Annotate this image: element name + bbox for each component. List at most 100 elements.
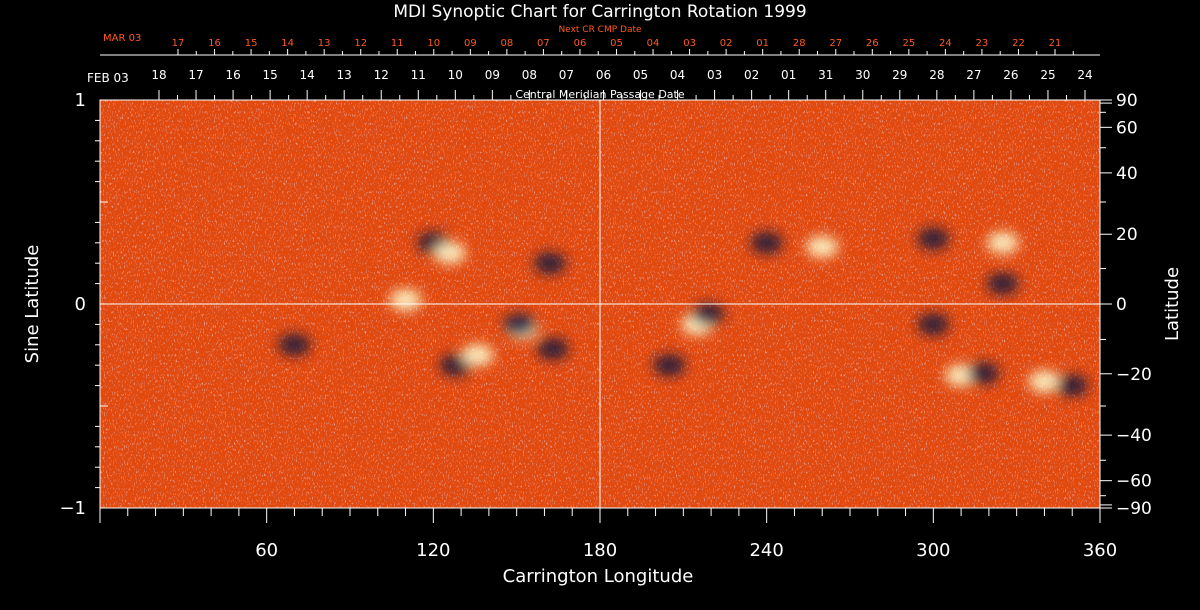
next-cr-start-label: MAR 03 — [103, 33, 141, 44]
next-cr-tick-label: 08 — [501, 38, 514, 49]
active-region-positive — [461, 344, 494, 366]
cmp-tick-label: 04 — [670, 68, 685, 82]
next-cr-tick-label: 16 — [208, 38, 221, 49]
active-region-negative — [653, 354, 686, 377]
cmp-tick-label: 28 — [929, 68, 944, 82]
y-right-tick-label: 20 — [1116, 225, 1138, 245]
next-cr-tick-label: 01 — [756, 38, 769, 49]
y-right-tick-label: −60 — [1116, 472, 1152, 492]
active-region-positive — [434, 242, 466, 264]
chart-title: MDI Synoptic Chart for Carrington Rotati… — [393, 2, 806, 22]
next-cr-tick-label: 23 — [976, 38, 989, 49]
active-region-negative — [1056, 374, 1089, 397]
cmp-tick-label: 10 — [448, 68, 463, 82]
cmp-axis-title: Central Meridian Passage Date — [515, 88, 684, 101]
cmp-tick-label: 16 — [225, 68, 240, 82]
x-tick-label: 240 — [749, 540, 783, 561]
next-cr-tick-label: 13 — [318, 38, 331, 49]
y-left-tick-label: −1 — [59, 498, 86, 519]
next-cr-tick-label: 25 — [902, 38, 915, 49]
active-region-negative — [278, 333, 311, 356]
cmp-tick-label: 27 — [966, 68, 981, 82]
active-region-negative — [692, 303, 725, 326]
y-right-tick-label: 40 — [1116, 164, 1138, 184]
next-cr-tick-label: 06 — [574, 38, 587, 49]
active-region-negative — [986, 272, 1019, 295]
y-axis-right-title: Latitude — [1162, 267, 1183, 341]
next-cr-tick-label: 12 — [354, 38, 367, 49]
active-region-negative — [967, 362, 1000, 385]
cmp-tick-label: 14 — [300, 68, 315, 82]
cmp-tick-label: 09 — [485, 68, 500, 82]
x-tick-label: 300 — [916, 540, 950, 561]
x-tick-label: 180 — [583, 540, 617, 561]
x-tick-label: 60 — [255, 540, 278, 561]
y-left-tick-label: 0 — [75, 294, 86, 315]
cmp-date-axis: FEB 03 18 17 16 15 14 13 12 11 10 09 08 07 06 05 04 03 0… — [87, 68, 1100, 101]
next-cr-date-axis: MAR 03 17 16 15 14 13 12 11 10 09 08 07 06 05 04 03 02 0… — [100, 33, 1100, 56]
cmp-tick-label: 12 — [374, 68, 389, 82]
active-region-negative — [917, 313, 950, 336]
x-axis-title: Carrington Longitude — [503, 566, 694, 587]
active-region-negative — [534, 252, 566, 275]
active-region-negative — [917, 227, 950, 250]
cmp-tick-label: 05 — [633, 68, 648, 82]
cmp-tick-label: 30 — [855, 68, 870, 82]
next-cr-tick-label: 26 — [866, 38, 879, 49]
cmp-tick-label: 01 — [781, 68, 796, 82]
next-cr-tick-label: 02 — [720, 38, 733, 49]
active-region-negative — [536, 337, 569, 360]
cmp-tick-label: 25 — [1040, 68, 1055, 82]
x-tick-label: 360 — [1083, 540, 1117, 561]
latitude-axis: 90 60 40 20 0 −20 −40 −60 −90 — [1100, 91, 1152, 519]
next-cr-tick-label: 09 — [464, 38, 477, 49]
next-cr-tick-label: 24 — [939, 38, 952, 49]
cmp-tick-label: 02 — [744, 68, 759, 82]
next-cr-axis-title: Next CR CMP Date — [558, 25, 642, 35]
y-right-tick-label: 0 — [1116, 295, 1127, 315]
next-cr-tick-label: 21 — [1049, 38, 1062, 49]
cmp-tick-label: 07 — [559, 68, 574, 82]
cmp-tick-label: 26 — [1003, 68, 1018, 82]
longitude-axis: 60 120 180 240 300 360 — [99, 508, 1117, 561]
cmp-tick-label: 11 — [411, 68, 426, 82]
y-right-tick-label: 60 — [1116, 118, 1138, 138]
cmp-tick-label: 17 — [188, 68, 203, 82]
y-right-tick-label: 90 — [1116, 91, 1138, 111]
next-cr-tick-label: 10 — [427, 38, 440, 49]
cmp-tick-label: 31 — [818, 68, 833, 82]
cmp-tick-label: 03 — [707, 68, 722, 82]
next-cr-tick-label: 03 — [683, 38, 696, 49]
x-tick-label: 120 — [416, 540, 450, 561]
active-region-positive — [1028, 370, 1061, 393]
next-cr-tick-label: 22 — [1012, 38, 1025, 49]
next-cr-tick-label: 17 — [172, 38, 185, 49]
cmp-tick-label: 15 — [262, 68, 277, 82]
cmp-tick-label: 24 — [1077, 68, 1092, 82]
cmp-tick-label: 06 — [596, 68, 611, 82]
y-right-tick-label: −40 — [1116, 426, 1152, 446]
active-region-positive — [806, 235, 839, 258]
next-cr-tick-label: 07 — [537, 38, 550, 49]
y-left-tick-label: 1 — [75, 90, 86, 111]
active-region-positive — [389, 288, 422, 311]
active-region-positive — [986, 231, 1019, 254]
next-cr-tick-label: 15 — [245, 38, 258, 49]
y-axis-left-title: Sine Latitude — [22, 245, 43, 364]
next-cr-tick-label: 05 — [610, 38, 623, 49]
cmp-tick-label: 13 — [337, 68, 352, 82]
sine-latitude-axis: 1 0 −1 — [59, 90, 108, 519]
next-cr-tick-label: 14 — [281, 38, 294, 49]
y-right-tick-label: −90 — [1116, 499, 1152, 519]
cmp-tick-label: 18 — [151, 68, 166, 82]
next-cr-tick-label: 28 — [793, 38, 806, 49]
cmp-tick-label: 29 — [892, 68, 907, 82]
y-right-tick-label: −20 — [1116, 365, 1152, 385]
next-cr-tick-label: 04 — [647, 38, 660, 49]
active-region-negative — [750, 231, 783, 254]
active-region-negative — [503, 313, 536, 336]
cmp-start-label: FEB 03 — [87, 71, 129, 85]
next-cr-tick-label: 27 — [829, 38, 842, 49]
next-cr-tick-label: 11 — [391, 38, 404, 49]
